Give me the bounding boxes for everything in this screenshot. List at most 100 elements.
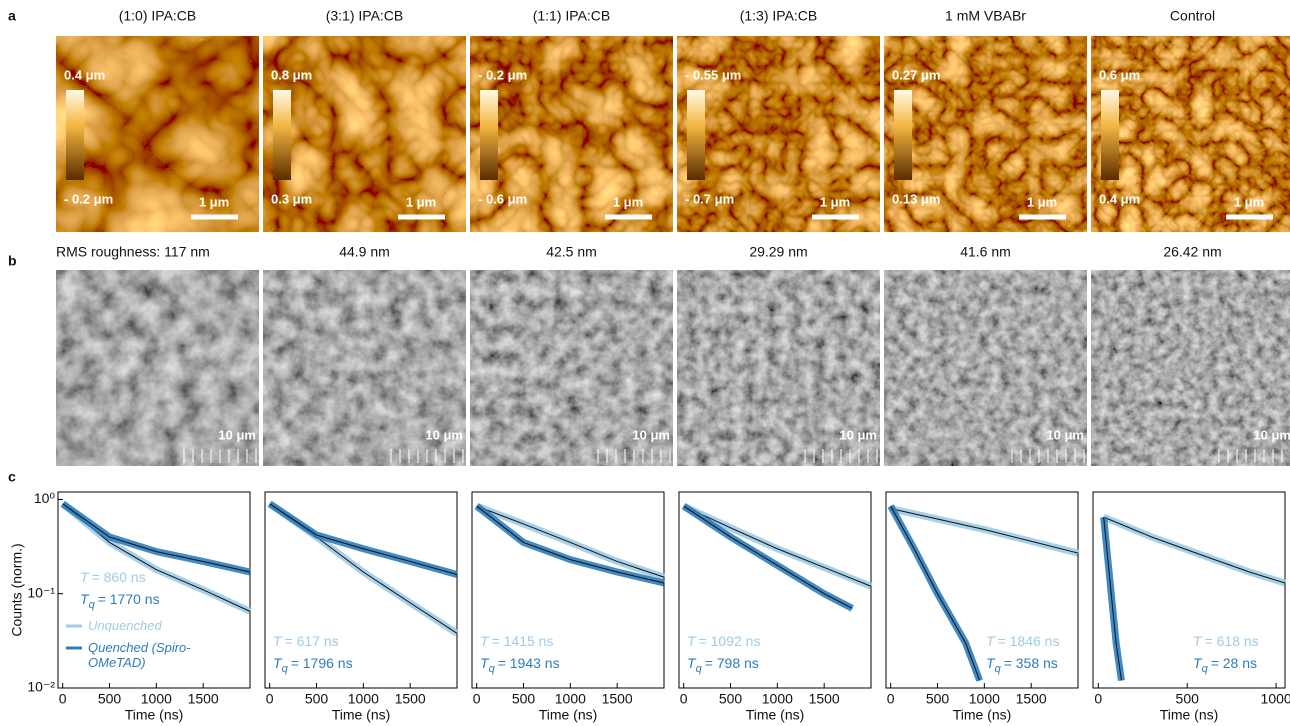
x-tick-label: 0 — [473, 691, 481, 707]
tau-value: = 618 ns — [1205, 633, 1259, 649]
tau-symbol: T — [480, 633, 490, 649]
panel-label: a — [8, 8, 16, 24]
color-bar-top: 0.6 μm — [1099, 67, 1140, 82]
x-tick-label: 500 — [1176, 691, 1200, 707]
tau-value: = 798 ns — [705, 655, 759, 671]
legend-box: Quenched (Spiro-OMeTAD) — [88, 640, 203, 674]
decay-fit — [63, 504, 250, 572]
x-tick-label: 1000 — [555, 691, 586, 707]
roughness-label: RMS roughness: 117 nm — [56, 244, 210, 260]
color-bar-bottom: 0.4 μm — [1099, 191, 1140, 206]
tau-subscript: q — [995, 663, 1002, 675]
x-tick-label: 1000 — [969, 691, 1000, 707]
x-tick-label: 0 — [266, 691, 274, 707]
panel-label: b — [8, 253, 17, 269]
color-bar-bottom: 0.13 μm — [892, 191, 940, 206]
afm-title: (1:0) IPA:CB — [119, 8, 197, 24]
tau-annotation: T= 1092 ns — [687, 633, 760, 649]
x-tick-label: 0 — [1094, 691, 1102, 707]
sem-scale-label: 10 μm — [218, 427, 256, 442]
scale-label: 1 μm — [820, 194, 850, 209]
sem-scale-label: 10 μm — [1253, 427, 1290, 442]
scale-label: 1 μm — [406, 194, 436, 209]
x-tick-label: 500 — [926, 691, 950, 707]
x-axis-label: Time (ns) — [332, 707, 391, 723]
color-bar-bottom: - 0.7 μm — [685, 191, 734, 206]
scale-label: 1 μm — [613, 194, 643, 209]
tau-annotation: T= 860 ns — [80, 569, 146, 585]
x-tick-label: 1500 — [809, 691, 840, 707]
tau-annotation: T= 1415 ns — [480, 633, 553, 649]
tau-annotation: Tq= 1770 ns — [80, 591, 160, 611]
x-tick-label: 500 — [719, 691, 743, 707]
x-tick-label: 0 — [887, 691, 895, 707]
decay-data — [891, 506, 980, 680]
color-bar — [66, 90, 84, 180]
x-tick-label: 1000 — [762, 691, 793, 707]
decay-data — [684, 506, 853, 608]
roughness-label: 42.5 nm — [546, 244, 597, 260]
panel-label: c — [8, 469, 16, 485]
tau-symbol: T — [1193, 633, 1203, 649]
color-bar-top: 0.4 μm — [64, 67, 105, 82]
afm-title: (1:1) IPA:CB — [533, 8, 611, 24]
afm-title: 1 mM VBABr — [945, 8, 1026, 24]
tau-value: = 1770 ns — [98, 591, 160, 607]
y-axis-label: Counts (norm.) — [9, 543, 25, 636]
color-bar-top: - 0.55 μm — [685, 67, 741, 82]
x-tick-label: 1500 — [188, 691, 219, 707]
tau-value: = 28 ns — [1211, 655, 1257, 671]
roughness-label: 29.29 nm — [749, 244, 807, 260]
tau-value: = 358 ns — [1004, 655, 1058, 671]
scale-label: 1 μm — [1027, 194, 1057, 209]
decay-data — [270, 504, 457, 575]
tau-value: = 860 ns — [92, 569, 146, 585]
color-bar-top: - 0.2 μm — [478, 67, 527, 82]
color-bar — [1101, 90, 1119, 180]
tau-subscript: q — [89, 599, 96, 611]
decay-data — [63, 504, 250, 572]
afm-title: (1:3) IPA:CB — [740, 8, 818, 24]
scale-label: 1 μm — [1234, 194, 1264, 209]
tau-subscript: q — [282, 663, 289, 675]
decay-data — [684, 506, 871, 586]
x-tick-label: 500 — [512, 691, 536, 707]
color-bar-bottom: - 0.6 μm — [478, 191, 527, 206]
afm-title: (3:1) IPA:CB — [326, 8, 404, 24]
x-axis-label: Time (ns) — [953, 707, 1012, 723]
tau-value: = 1415 ns — [492, 633, 554, 649]
y-tick-label: 10⁰ — [34, 490, 56, 506]
scale-label: 1 μm — [199, 194, 229, 209]
tau-subscript: q — [489, 663, 496, 675]
tau-annotation: Tq= 28 ns — [1193, 655, 1257, 675]
tau-symbol: T — [687, 633, 697, 649]
color-bar — [273, 90, 291, 180]
color-bar — [894, 90, 912, 180]
x-tick-label: 1500 — [395, 691, 426, 707]
color-bar-top: 0.27 μm — [892, 67, 940, 82]
x-tick-label: 1000 — [348, 691, 379, 707]
x-tick-label: 1500 — [1016, 691, 1047, 707]
tau-annotation: Tq= 358 ns — [986, 655, 1058, 675]
tau-annotation: T= 617 ns — [273, 633, 339, 649]
sem-scale-label: 10 μm — [425, 427, 463, 442]
roughness-label: 41.6 nm — [960, 244, 1011, 260]
sem-scale-label: 10 μm — [839, 427, 877, 442]
x-tick-label: 0 — [680, 691, 688, 707]
color-bar-top: 0.8 μm — [271, 67, 312, 82]
color-bar — [480, 90, 498, 180]
decay-data — [1104, 517, 1285, 583]
tau-annotation: T= 1846 ns — [986, 633, 1059, 649]
color-bar-bottom: 0.3 μm — [271, 191, 312, 206]
afm-title: Control — [1170, 8, 1215, 24]
tau-symbol: T — [80, 569, 90, 585]
tau-value: = 1846 ns — [998, 633, 1060, 649]
tau-value: = 1092 ns — [699, 633, 761, 649]
tau-subscript: q — [1202, 663, 1209, 675]
tau-value: = 1796 ns — [291, 655, 353, 671]
tau-annotation: T= 618 ns — [1193, 633, 1259, 649]
sem-scale-label: 10 μm — [1046, 427, 1084, 442]
sem-scale-label: 10 μm — [632, 427, 670, 442]
x-tick-label: 0 — [59, 691, 67, 707]
tau-annotation: Tq= 1796 ns — [273, 655, 353, 675]
